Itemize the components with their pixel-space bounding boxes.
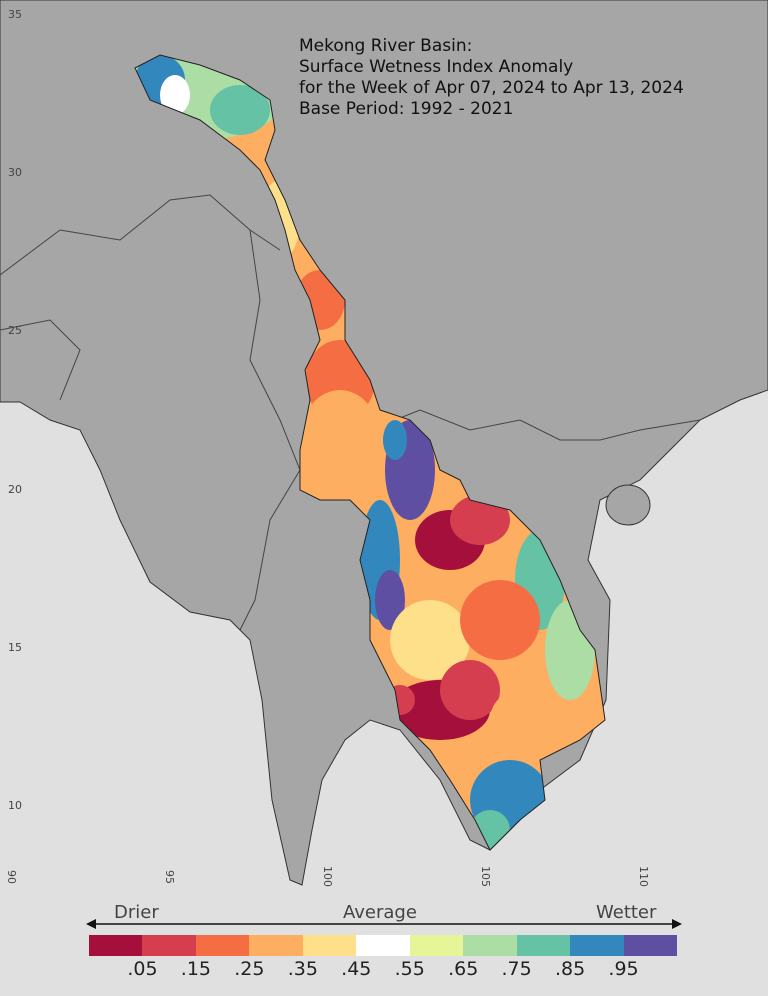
anomaly-patch xyxy=(160,75,190,115)
colorbar-swatch xyxy=(356,935,410,956)
legend-average-label: Average xyxy=(343,902,417,923)
colorbar-tick-label: .25 xyxy=(234,958,265,980)
colorbar-swatch xyxy=(195,935,250,956)
anomaly-patch xyxy=(450,495,510,545)
colorbar-tick-label: .45 xyxy=(341,958,372,980)
colorbar-tick-label: .55 xyxy=(394,958,425,980)
lat-label: 20 xyxy=(8,483,22,496)
anomaly-patch xyxy=(460,580,540,660)
lat-label: 15 xyxy=(8,641,22,654)
colorbar-swatch xyxy=(463,935,517,956)
colorbar-swatch xyxy=(302,935,357,956)
lat-label: 25 xyxy=(8,324,22,337)
lon-label: 110 xyxy=(637,866,650,887)
colorbar-tick-label: .35 xyxy=(287,958,318,980)
anomaly-patch xyxy=(490,690,550,750)
colorbar-swatch xyxy=(89,935,143,956)
lat-label: 10 xyxy=(8,799,22,812)
colorbar xyxy=(89,935,677,956)
colorbar-tick-label: .95 xyxy=(608,958,639,980)
colorbar-swatch xyxy=(570,935,624,956)
colorbar-swatch xyxy=(516,935,571,956)
colorbar-swatch xyxy=(623,935,677,956)
colorbar-tick-label: .85 xyxy=(554,958,586,980)
colorbar-swatch xyxy=(409,935,464,956)
country-borders xyxy=(0,194,701,631)
colorbar-tick-label: .75 xyxy=(501,958,532,980)
drier-wetter-arrow-icon xyxy=(86,919,682,929)
lon-label: 95 xyxy=(163,870,176,884)
anomaly-patch xyxy=(375,570,405,630)
anomaly-patch xyxy=(300,390,380,490)
colorbar-swatch xyxy=(249,935,303,956)
lon-label: 105 xyxy=(479,866,492,887)
lat-label: 30 xyxy=(8,166,22,179)
title-line: Base Period: 1992 - 2021 xyxy=(299,99,514,119)
colorbar-swatch xyxy=(142,935,196,956)
basin-outline xyxy=(134,54,606,851)
legend-drier-label: Drier xyxy=(114,902,159,923)
title-line: Mekong River Basin: xyxy=(299,36,473,56)
colorbar-tick-label: .65 xyxy=(448,958,479,980)
legend-wetter-label: Wetter xyxy=(596,902,657,923)
lon-label: 90 xyxy=(5,870,18,884)
hainan-island xyxy=(605,484,651,526)
title-line: for the Week of Apr 07, 2024 to Apr 13, … xyxy=(299,78,684,98)
basin-map xyxy=(0,0,768,886)
anomaly-patch xyxy=(440,660,500,720)
title-line: Surface Wetness Index Anomaly xyxy=(299,57,574,77)
anomaly-patch xyxy=(383,420,407,460)
colorbar-tick-label: .15 xyxy=(180,958,212,980)
lon-label: 100 xyxy=(321,866,334,887)
lat-label: 35 xyxy=(8,8,22,21)
anomaly-patch xyxy=(390,600,470,680)
map-title: Mekong River Basin: Surface Wetness Inde… xyxy=(299,36,684,120)
colorbar-tick-label: .05 xyxy=(127,958,158,980)
anomaly-patch xyxy=(210,85,270,135)
